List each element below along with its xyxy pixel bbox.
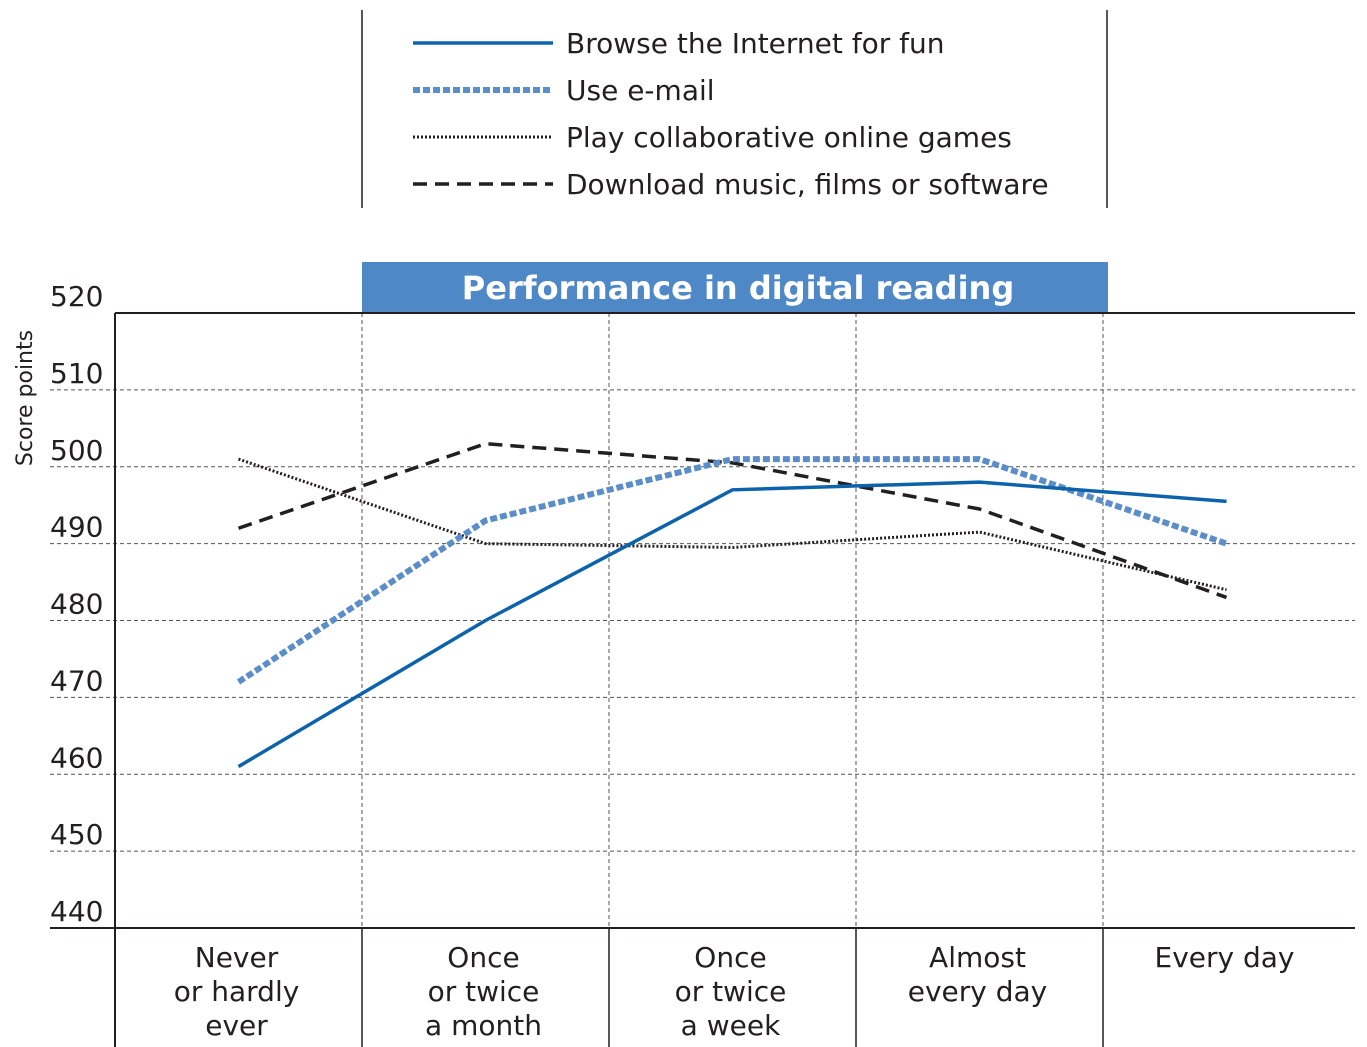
x-tick-label: Every day xyxy=(1155,941,1295,974)
legend-label: Play collaborative online games xyxy=(566,121,1012,154)
series-line-3 xyxy=(237,441,1228,600)
chart-title-bar xyxy=(362,262,1108,312)
legend-label: Use e-mail xyxy=(566,74,715,107)
x-tick-label: Almost every day xyxy=(908,941,1048,1008)
y-tick-label: 510 xyxy=(50,357,103,390)
series-line-2 xyxy=(238,457,1227,592)
y-tick-label: 470 xyxy=(50,664,103,697)
x-tick-label: Once or twice a month xyxy=(425,941,542,1042)
y-tick-label: 450 xyxy=(50,818,103,851)
y-tick-label: 440 xyxy=(50,895,103,928)
y-tick-label: 490 xyxy=(50,511,103,544)
legend-label: Download music, films or software xyxy=(566,168,1049,201)
y-axis-label: Score points xyxy=(13,330,38,466)
x-tick-label: Never or hardly ever xyxy=(174,941,300,1042)
chart-title: Performance in digital reading xyxy=(462,269,1014,307)
y-tick-label: 520 xyxy=(50,280,103,313)
y-tick-label: 500 xyxy=(50,434,103,467)
y-tick-label: 460 xyxy=(50,741,103,774)
legend: Browse the Internet for fun Use e-mail Pla… xyxy=(361,10,1108,208)
series-line-1 xyxy=(236,456,1228,685)
legend-label: Browse the Internet for fun xyxy=(566,27,945,60)
series-line-0 xyxy=(237,480,1227,769)
x-tick-label: Once or twice a week xyxy=(675,941,787,1042)
y-tick-label: 480 xyxy=(50,588,103,621)
